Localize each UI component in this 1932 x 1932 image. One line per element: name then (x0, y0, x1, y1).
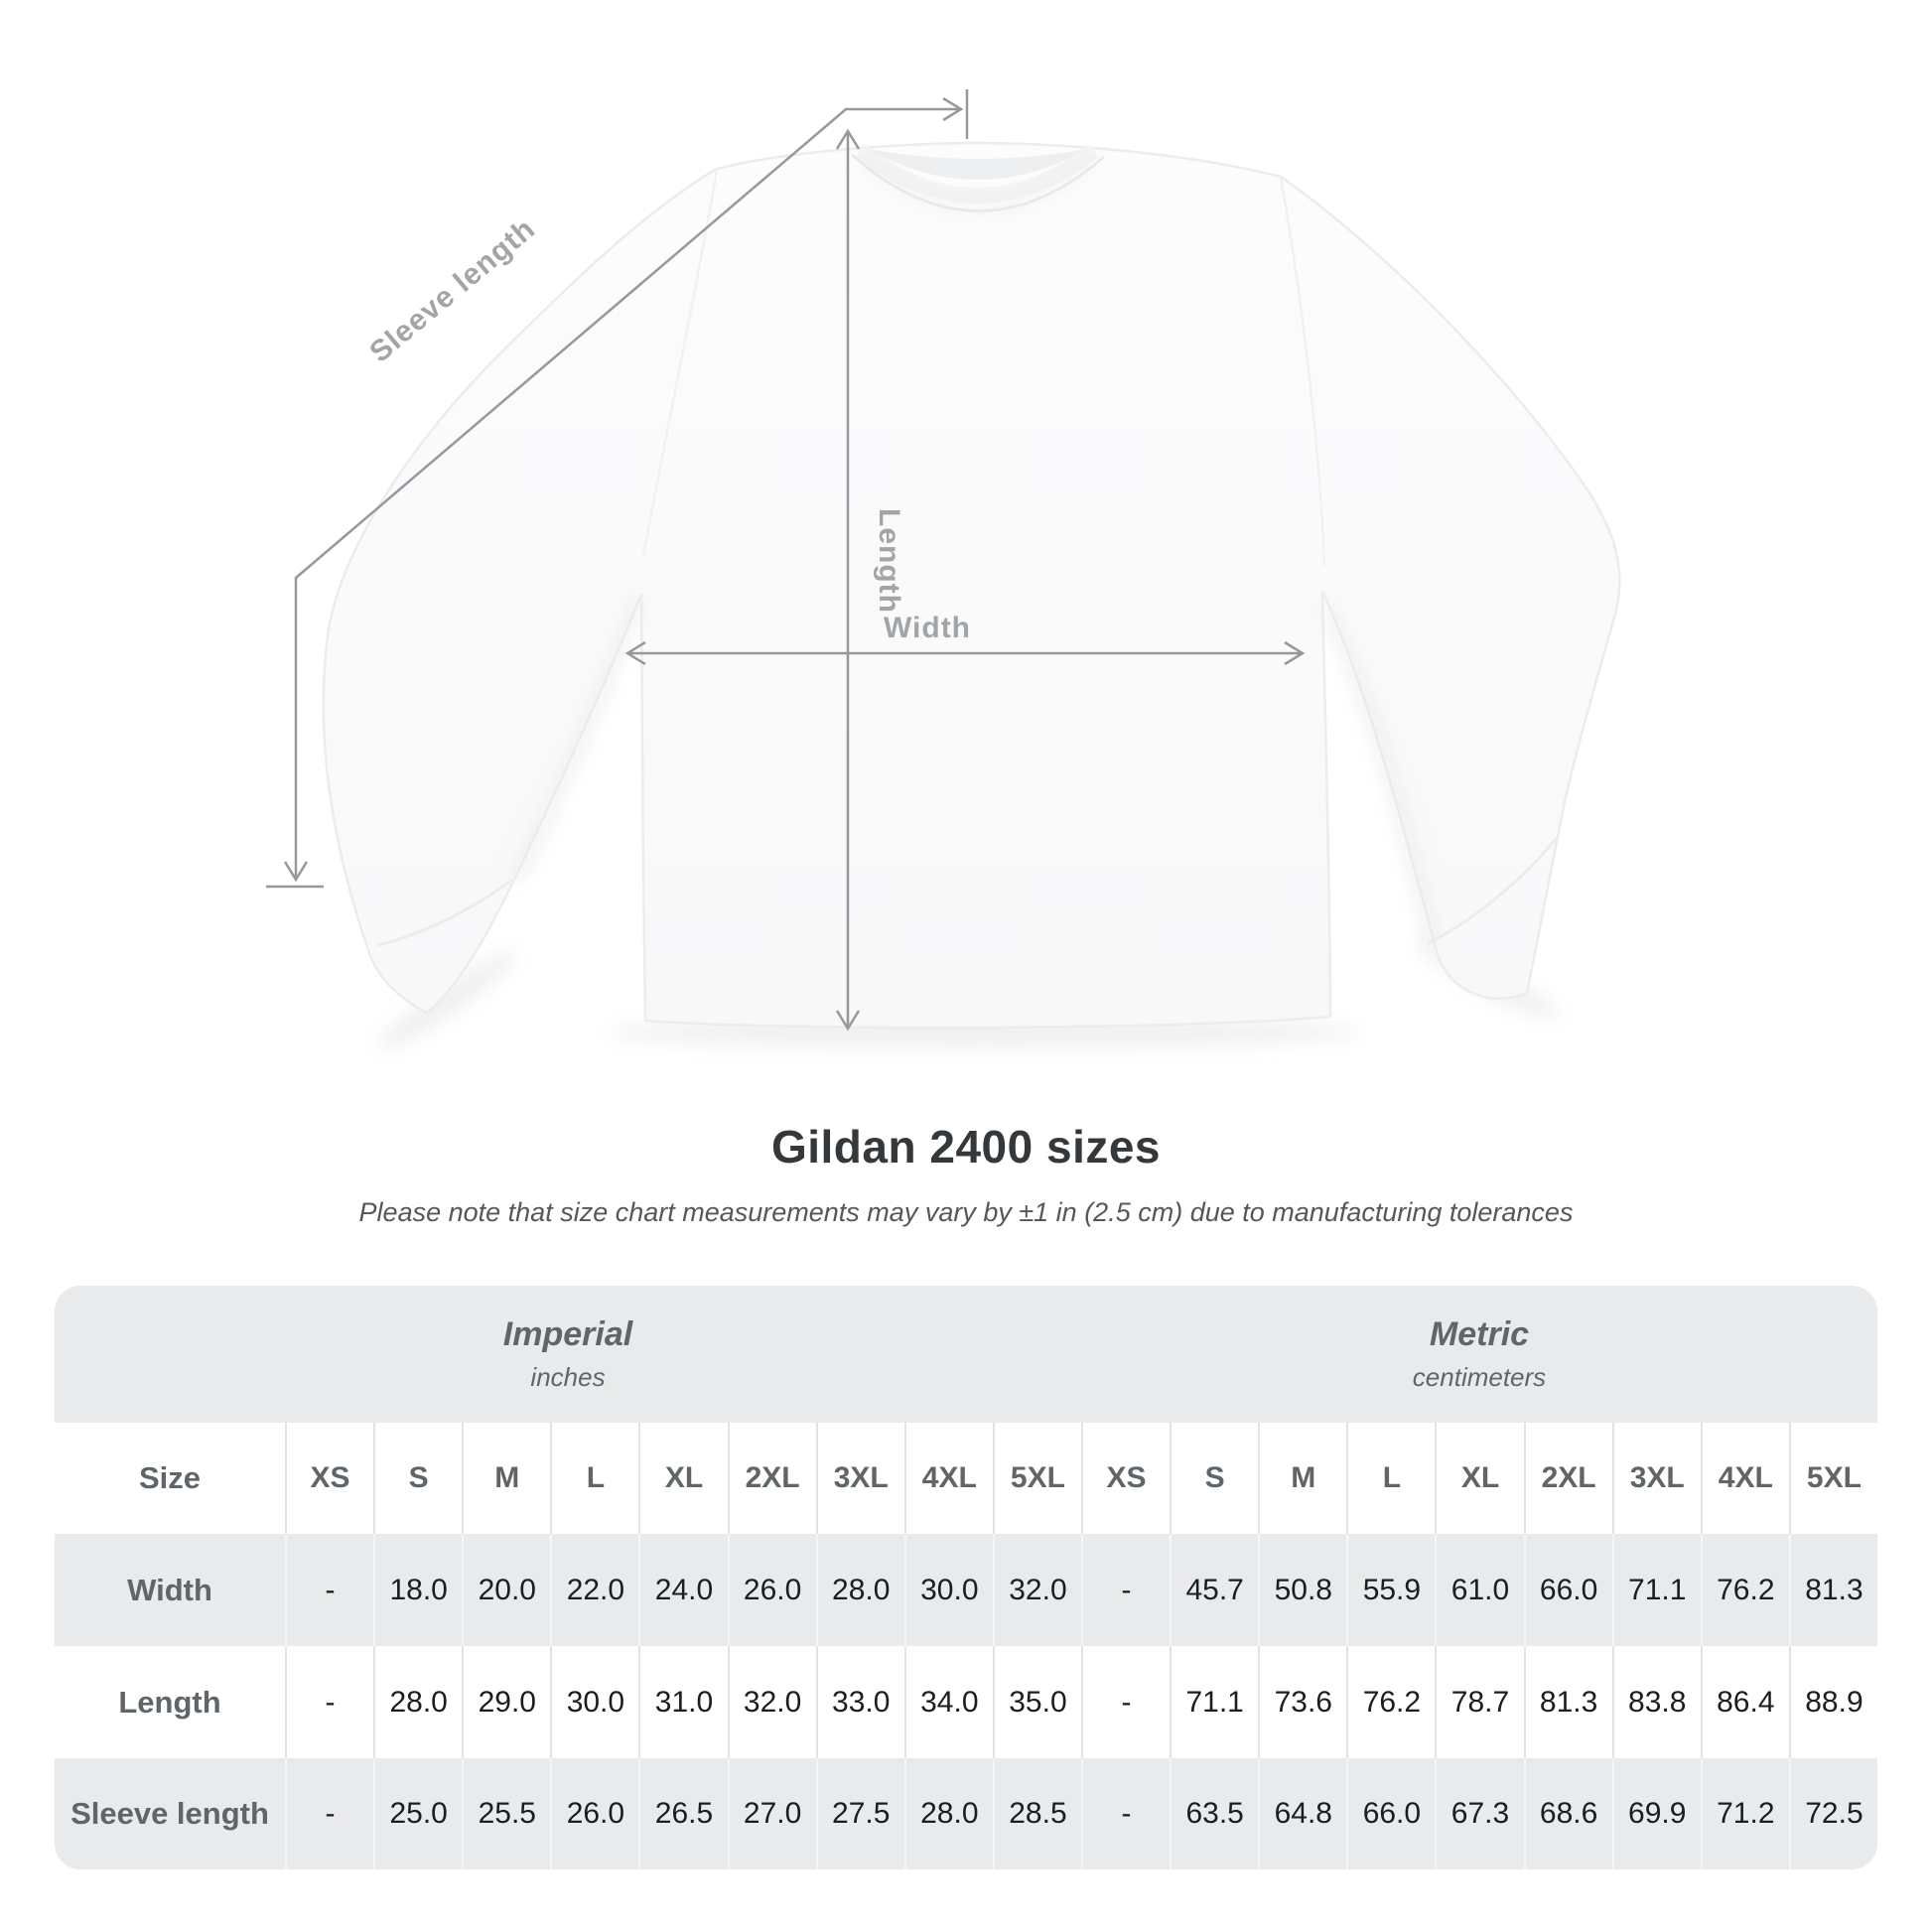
width-measure-label: Width (884, 612, 971, 644)
shirt-measurement-diagram: Width Length Sleeve length (266, 89, 1621, 1050)
size-value-cell: 33.0 (815, 1646, 904, 1758)
width-arrow (624, 640, 1306, 666)
metric-group-header: Metric centimeters (1081, 1286, 1877, 1423)
size-value-cell: 28.0 (373, 1646, 463, 1758)
size-value-cell: - (1081, 1534, 1171, 1646)
size-value-cell: 29.0 (462, 1646, 551, 1758)
size-table: Imperial inches Metric centimeters Size … (55, 1286, 1877, 1869)
size-value-cell: 68.6 (1523, 1758, 1612, 1869)
size-value-cell: 28.0 (815, 1534, 904, 1646)
cuff-seams (376, 837, 1559, 947)
size-value-cell: 86.4 (1700, 1646, 1789, 1758)
size-value-cell: 22.0 (550, 1534, 639, 1646)
size-value-cell: 66.0 (1523, 1534, 1612, 1646)
size-header-cell: 2XL (727, 1423, 816, 1534)
size-header-cell: 4XL (903, 1423, 993, 1534)
size-value-cell: 76.2 (1700, 1534, 1789, 1646)
size-value-cell: 88.9 (1788, 1646, 1877, 1758)
size-value-cell: 28.5 (992, 1758, 1081, 1869)
size-value-cell: 66.0 (1346, 1758, 1436, 1869)
size-header-cell: M (1258, 1423, 1347, 1534)
imperial-label: Imperial (502, 1315, 633, 1353)
size-header-cell: XL (638, 1423, 728, 1534)
size-value-cell: - (285, 1758, 374, 1869)
size-value-cell: 35.0 (992, 1646, 1081, 1758)
size-header-cell: 4XL (1700, 1423, 1789, 1534)
size-value-cell: 50.8 (1258, 1534, 1347, 1646)
size-value-cell: 18.0 (373, 1534, 463, 1646)
size-value-cell: 26.0 (550, 1758, 639, 1869)
sleeve-length-arrow (266, 89, 969, 889)
size-header-cell: 2XL (1523, 1423, 1612, 1534)
size-header-cell: S (373, 1423, 463, 1534)
size-value-cell: 81.3 (1788, 1534, 1877, 1646)
size-value-cell: 64.8 (1258, 1758, 1347, 1869)
size-value-cell: - (1081, 1758, 1171, 1869)
size-value-cell: 61.0 (1435, 1534, 1524, 1646)
size-value-cell: 28.0 (903, 1758, 993, 1869)
imperial-group-header: Imperial inches (55, 1286, 1081, 1423)
metric-unit-label: centimeters (1412, 1362, 1547, 1392)
size-value-cell: 31.0 (638, 1646, 728, 1758)
size-value-cell: 25.5 (462, 1758, 551, 1869)
shirt-illustration (322, 141, 1621, 1030)
size-value-cell: 26.0 (727, 1534, 816, 1646)
size-value-cell: 24.0 (638, 1534, 728, 1646)
size-value-cell: 73.6 (1258, 1646, 1347, 1758)
size-header-cell: XS (285, 1423, 374, 1534)
size-header-cell: S (1170, 1423, 1259, 1534)
size-value-cell: 72.5 (1788, 1758, 1877, 1869)
size-value-cell: - (285, 1646, 374, 1758)
size-header-cell: L (1346, 1423, 1436, 1534)
size-value-cell: 32.0 (727, 1646, 816, 1758)
size-value-cell: 55.9 (1346, 1534, 1436, 1646)
size-value-cell: 71.2 (1700, 1758, 1789, 1869)
size-value-cell: 45.7 (1170, 1534, 1259, 1646)
size-value-cell: 67.3 (1435, 1758, 1524, 1869)
size-column-title: Size (55, 1423, 285, 1534)
size-value-cell: - (285, 1534, 374, 1646)
size-value-cell: 71.1 (1170, 1646, 1259, 1758)
size-value-cell: - (1081, 1646, 1171, 1758)
size-header-cell: XL (1435, 1423, 1524, 1534)
size-value-cell: 81.3 (1523, 1646, 1612, 1758)
size-header-cell: L (550, 1423, 639, 1534)
size-header-cell: XS (1081, 1423, 1171, 1534)
size-value-cell: 26.5 (638, 1758, 728, 1869)
size-header-cell: 3XL (1611, 1423, 1701, 1534)
size-value-cell: 76.2 (1346, 1646, 1436, 1758)
size-value-cell: 27.0 (727, 1758, 816, 1869)
row-label: Width (55, 1534, 285, 1646)
page-title: Gildan 2400 sizes (770, 1121, 1162, 1173)
row-label: Length (55, 1646, 285, 1758)
metric-label: Metric (1429, 1315, 1530, 1353)
length-arrow (835, 128, 861, 1032)
size-value-cell: 83.8 (1611, 1646, 1701, 1758)
tolerance-note: Please note that size chart measurements… (358, 1197, 1574, 1227)
chart-heading: Gildan 2400 sizes Please note that size … (0, 1120, 1932, 1228)
size-value-cell: 32.0 (992, 1534, 1081, 1646)
size-header-cell: 3XL (815, 1423, 904, 1534)
size-value-cell: 30.0 (550, 1646, 639, 1758)
size-value-cell: 78.7 (1435, 1646, 1524, 1758)
size-header-cell: M (462, 1423, 551, 1534)
size-header-cell: 5XL (1788, 1423, 1877, 1534)
collar (851, 144, 1105, 212)
imperial-unit-label: inches (530, 1362, 606, 1392)
size-value-cell: 69.9 (1611, 1758, 1701, 1869)
size-value-cell: 30.0 (903, 1534, 993, 1646)
size-value-cell: 71.1 (1611, 1534, 1701, 1646)
row-label: Sleeve length (55, 1758, 285, 1869)
size-value-cell: 34.0 (903, 1646, 993, 1758)
size-header-cell: 5XL (992, 1423, 1081, 1534)
size-value-cell: 27.5 (815, 1758, 904, 1869)
size-value-cell: 20.0 (462, 1534, 551, 1646)
size-value-cell: 25.0 (373, 1758, 463, 1869)
length-measure-label: Length (873, 508, 905, 614)
size-value-cell: 63.5 (1170, 1758, 1259, 1869)
